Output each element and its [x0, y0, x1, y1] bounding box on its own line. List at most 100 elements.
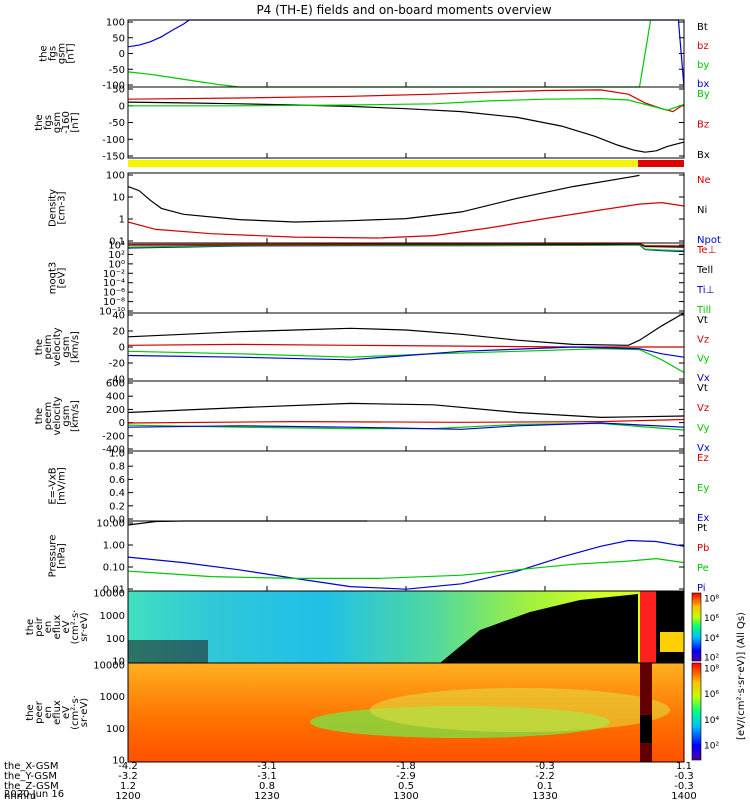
series-line-Pi — [127, 539, 685, 590]
colorbar-lower — [691, 662, 702, 761]
y-axis-label-line: peir — [34, 616, 45, 636]
y-tick-label: -200 — [102, 431, 125, 442]
series-line-Ni — [127, 174, 640, 223]
legend-entry: Bt — [697, 22, 708, 33]
colorbar-tick-label: 10⁴ — [704, 634, 719, 644]
x-tick-value: 0.1 — [537, 781, 553, 792]
x-tick-value: -4.2 — [118, 761, 138, 772]
legend-entry: Ne — [697, 175, 711, 186]
series-line-By — [128, 97, 685, 111]
x-tick-value: 1300 — [393, 791, 418, 800]
y-axis-label-line: [eV] — [57, 268, 68, 289]
y-axis-label-line: sr·eV) — [79, 698, 90, 727]
series-line-Vz — [127, 418, 685, 424]
y-axis-label-line: eV — [61, 706, 72, 719]
legend-entry: Vy — [697, 423, 710, 434]
colorbar-upper — [691, 592, 702, 662]
y-tick-label: 10.00 — [96, 519, 125, 530]
x-tick-value: -3.1 — [257, 761, 277, 772]
legend-entry: Vz — [697, 334, 709, 345]
y-tick-label: -100 — [102, 135, 125, 146]
colorbar-tick-label: 10⁶ — [704, 614, 719, 624]
y-tick-label: 1000 — [100, 692, 125, 703]
y-axis-label-line: [km/s] — [70, 400, 81, 432]
y-tick-label: 600 — [106, 379, 125, 390]
y-tick-label: 0 — [119, 418, 125, 429]
series-line-Te⊥ — [127, 242, 685, 247]
legend-entry: by — [697, 60, 709, 71]
y-axis-label-line: peim — [43, 334, 54, 359]
series-line-Pe — [127, 557, 685, 580]
x-tick-value: 1330 — [532, 791, 557, 800]
y-tick-label: -100 — [102, 81, 125, 92]
y-tick-label: 10000 — [93, 589, 125, 600]
x-tick-value: 1400 — [671, 791, 696, 800]
peer-yellow-region — [370, 688, 670, 732]
y-axis-label-line: peer — [34, 700, 45, 724]
mode-bar-red — [638, 160, 684, 167]
series-line-Pt — [127, 520, 368, 526]
panel-frame — [127, 172, 685, 244]
y-tick-label: 1.0 — [109, 449, 125, 460]
y-tick-label: 100 — [106, 18, 125, 29]
y-tick-label: 0.0 — [109, 515, 125, 526]
legend-entry: Tell — [696, 265, 713, 276]
x-tick-value: -0.3 — [674, 771, 694, 782]
y-tick-label: 200 — [106, 405, 125, 416]
series-line-Vx — [127, 346, 685, 361]
legend-entry: bx — [697, 79, 709, 90]
panel-frame — [127, 86, 685, 159]
x-tick-value: -3.2 — [118, 771, 138, 782]
colorbar-tick-label: 10⁶ — [704, 690, 719, 700]
colorbar-tick-label: 10² — [704, 654, 719, 664]
legend-entry: Vt — [697, 383, 708, 394]
y-tick-label: 400 — [106, 392, 125, 403]
legend-entry: Vy — [697, 354, 710, 365]
legend-entry: Bx — [697, 150, 710, 161]
x-tick-value: 0.5 — [398, 781, 414, 792]
y-axis-label-line: peem — [43, 402, 54, 430]
series-line-by — [127, 19, 652, 88]
x-row-label: the_Y-GSM — [4, 771, 57, 782]
legend-entry: Ti⊥ — [696, 285, 714, 296]
colorbar-tick-label: 10⁴ — [704, 716, 719, 726]
legend-entry: Npot — [697, 235, 721, 246]
colorbar-label: [eV/(cm²·s·sr·eV)] (All Qs) — [736, 612, 747, 740]
y-tick-label: 1000 — [100, 611, 125, 622]
y-axis-label-line: Pressure — [48, 535, 59, 578]
y-tick-label: 0 — [119, 101, 125, 112]
y-axis-label-line: gsm — [61, 405, 72, 426]
legend-entry: Pt — [697, 523, 707, 534]
y-tick-label: 1 — [119, 215, 125, 226]
y-tick-label: 10⁻¹⁰ — [99, 307, 125, 318]
y-axis-label-line: velocity — [52, 396, 63, 435]
y-tick-label: 10² — [108, 250, 125, 261]
y-tick-label: 100 — [106, 171, 125, 182]
y-axis-label-line: eflux — [52, 700, 63, 725]
x-tick-value: -0.3 — [674, 781, 694, 792]
y-tick-label: 10⁴ — [108, 241, 125, 252]
legend-entry: Pe — [697, 563, 709, 574]
legend-entry: Vx — [697, 373, 710, 384]
y-tick-label: 50 — [112, 85, 125, 96]
y-axis-label-line: (cm²·s· — [70, 695, 81, 730]
y-axis-label-line: [nT] — [70, 112, 81, 132]
y-tick-label: -50 — [109, 65, 125, 76]
y-tick-label: -50 — [109, 118, 125, 129]
y-axis-label-line: the — [34, 114, 45, 130]
y-axis-label-line: [km/s] — [70, 331, 81, 363]
legend-entry: Pi — [697, 583, 706, 594]
y-axis-label-line: the — [25, 619, 36, 635]
legend-entry: Te⊥ — [696, 245, 716, 256]
y-axis-label-line: fgs — [48, 46, 59, 61]
y-axis-label-line: moqt3 — [48, 262, 59, 295]
x-row-label: the_X-GSM — [4, 761, 58, 772]
y-axis-label-line: eflux — [52, 615, 63, 640]
y-tick-label: 10 — [112, 193, 125, 204]
y-axis-label-line: fgs — [43, 115, 54, 130]
series-line-bx — [127, 19, 685, 88]
y-tick-label: -150 — [102, 152, 125, 163]
panel-frame — [127, 242, 685, 314]
legend-entry: Vz — [697, 403, 709, 414]
y-tick-label: 10 — [112, 756, 125, 767]
